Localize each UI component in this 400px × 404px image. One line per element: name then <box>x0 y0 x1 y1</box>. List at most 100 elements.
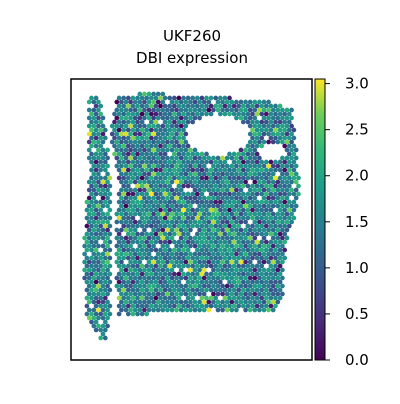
spot <box>116 263 122 269</box>
spot <box>135 159 140 165</box>
spot <box>178 163 184 169</box>
spot <box>102 287 108 293</box>
spot <box>211 219 216 225</box>
spot <box>229 291 235 297</box>
spot <box>280 243 285 249</box>
spot <box>286 111 292 117</box>
spot <box>243 179 248 185</box>
spot <box>234 235 239 241</box>
spot <box>215 211 221 217</box>
spot <box>222 303 228 309</box>
spot <box>155 99 161 105</box>
spot <box>153 295 159 301</box>
spot <box>162 207 168 213</box>
spot <box>116 95 122 101</box>
spot <box>296 183 301 189</box>
spot <box>151 171 156 177</box>
spot <box>245 175 251 181</box>
spot <box>270 171 276 177</box>
spot <box>224 187 230 193</box>
spot <box>252 139 258 145</box>
spot <box>286 159 292 165</box>
spot <box>289 219 294 225</box>
spot <box>185 167 191 173</box>
spot <box>291 135 297 141</box>
spot <box>201 171 207 177</box>
spot <box>282 119 288 125</box>
spot <box>231 239 237 245</box>
spot <box>199 279 205 285</box>
spot <box>132 163 138 169</box>
spot <box>142 227 147 233</box>
spot <box>171 223 177 229</box>
spot <box>107 303 113 309</box>
spot <box>192 179 198 185</box>
spot <box>183 171 189 177</box>
spot <box>254 103 260 109</box>
spot <box>240 271 246 277</box>
spot <box>215 259 221 265</box>
spot <box>188 227 193 233</box>
spot <box>135 263 140 269</box>
spot <box>160 267 166 273</box>
spot <box>259 143 265 149</box>
spot <box>137 187 143 193</box>
spot <box>224 235 230 241</box>
spot <box>268 271 274 277</box>
spot <box>165 123 170 129</box>
spot <box>93 303 99 309</box>
spot <box>291 199 297 205</box>
spot <box>130 191 136 197</box>
spot <box>266 307 271 313</box>
spot <box>194 199 200 205</box>
spot <box>114 115 120 121</box>
spot <box>116 271 122 277</box>
spot <box>123 99 129 105</box>
spot <box>165 155 170 161</box>
spot <box>257 283 262 289</box>
spot <box>270 251 276 257</box>
spot <box>224 307 230 313</box>
spot <box>158 183 163 189</box>
spot <box>220 259 225 265</box>
spot <box>135 151 140 157</box>
spot <box>183 299 189 305</box>
spot <box>178 187 184 193</box>
spot <box>254 263 260 269</box>
spot <box>181 103 186 109</box>
spot <box>162 287 168 293</box>
spot <box>128 163 133 169</box>
spot <box>125 295 131 301</box>
spot <box>128 219 133 225</box>
spot <box>190 271 196 277</box>
spot <box>229 211 235 217</box>
spot <box>162 143 168 149</box>
spot <box>142 155 147 161</box>
spot <box>238 107 244 113</box>
spot <box>201 179 207 185</box>
spot <box>137 123 143 129</box>
spot <box>197 299 202 305</box>
spot <box>96 299 101 305</box>
spot <box>183 243 189 249</box>
spot <box>266 131 271 137</box>
spot <box>254 191 260 197</box>
spot <box>252 147 258 153</box>
spot <box>178 251 184 257</box>
spot <box>208 231 214 237</box>
spot <box>268 295 274 301</box>
spot <box>165 251 170 257</box>
spot <box>96 123 101 129</box>
spot <box>153 175 159 181</box>
spot <box>135 103 140 109</box>
spot <box>282 143 288 149</box>
spot <box>183 259 189 265</box>
spot <box>222 111 228 117</box>
spot <box>199 167 205 173</box>
spot <box>190 111 196 117</box>
spot <box>280 123 285 129</box>
spot <box>199 271 205 277</box>
spot <box>240 103 246 109</box>
spot <box>167 135 173 141</box>
